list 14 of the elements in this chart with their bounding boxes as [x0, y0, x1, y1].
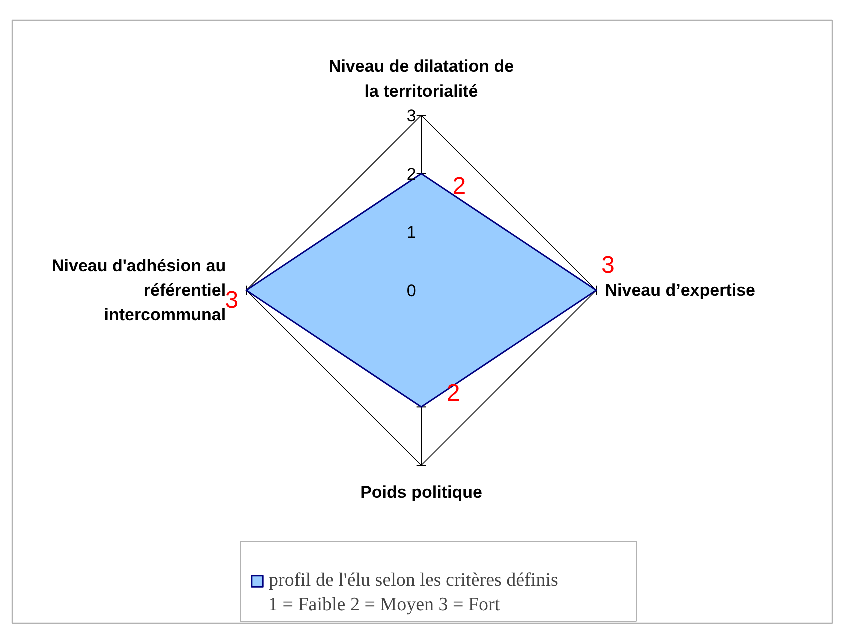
- data-label: 3: [601, 252, 615, 279]
- y-tick-label: 0: [406, 282, 416, 300]
- text: 1 = Faible 2 = Moyen 3 = Fort: [268, 594, 501, 616]
- spoke-label: Poids politique: [360, 483, 482, 502]
- data-label: 2: [446, 380, 460, 408]
- y-tick-label: 3: [406, 106, 416, 126]
- data-label: 3: [225, 286, 239, 314]
- spoke-label: Niveau d’expertise: [605, 281, 756, 300]
- spoke-label: Niveau de dilatation de la territorialité: [328, 57, 514, 101]
- spoke-label: Niveau d'adhésion au référentiel intercommunal: [52, 256, 226, 325]
- legend-label: profil de l'élu selon les critères définis: [269, 570, 558, 592]
- data-label: 2: [452, 173, 466, 200]
- y-tick-label: 2: [406, 164, 416, 184]
- y-tick-label: 1: [406, 223, 416, 242]
